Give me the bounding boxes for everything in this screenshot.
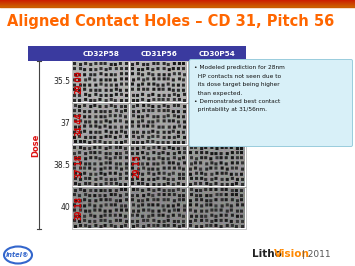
Bar: [189, 104, 245, 144]
Ellipse shape: [4, 247, 32, 264]
Bar: [72, 187, 130, 229]
Bar: [72, 46, 130, 61]
Text: 38.5: 38.5: [53, 161, 70, 171]
Text: 29.09: 29.09: [75, 70, 83, 94]
Bar: [188, 103, 246, 145]
Text: HP contacts not seen due to: HP contacts not seen due to: [194, 73, 281, 78]
Bar: [188, 145, 246, 187]
Bar: [130, 46, 188, 61]
Text: 37: 37: [60, 119, 70, 128]
FancyBboxPatch shape: [190, 60, 353, 147]
Text: Dose: Dose: [32, 133, 40, 157]
Text: 29.15: 29.15: [132, 154, 142, 178]
Bar: [189, 62, 245, 102]
Text: 39.18: 39.18: [75, 196, 83, 220]
Text: 37.18: 37.18: [75, 154, 83, 178]
Bar: [28, 46, 72, 61]
Text: | 2011: | 2011: [299, 250, 331, 259]
Bar: [130, 145, 188, 187]
Text: • Modeled prediction for 28nm: • Modeled prediction for 28nm: [194, 65, 285, 70]
Text: CD32P58: CD32P58: [83, 51, 119, 56]
Bar: [130, 187, 188, 229]
Text: CD31P56: CD31P56: [141, 51, 178, 56]
Text: Vision: Vision: [274, 249, 310, 259]
Bar: [188, 187, 246, 229]
Bar: [130, 61, 188, 103]
Bar: [72, 61, 130, 103]
Bar: [72, 103, 130, 145]
Text: Aligned Contact Holes – CD 31, Pitch 56: Aligned Contact Holes – CD 31, Pitch 56: [7, 14, 334, 29]
Text: intel®: intel®: [6, 252, 30, 258]
Text: its dose target being higher: its dose target being higher: [194, 82, 280, 87]
Text: Litho: Litho: [252, 249, 282, 259]
Text: 34.44: 34.44: [75, 112, 83, 136]
Text: 35.5: 35.5: [53, 77, 70, 86]
Text: than expected.: than expected.: [194, 90, 242, 95]
Text: printability at 31/56nm.: printability at 31/56nm.: [194, 107, 267, 113]
Bar: [188, 46, 246, 61]
Text: CD30P54: CD30P54: [199, 51, 235, 56]
Text: • Demonstrated best contact: • Demonstrated best contact: [194, 99, 280, 104]
Bar: [72, 145, 130, 187]
Bar: [188, 61, 246, 103]
Bar: [130, 103, 188, 145]
Text: 40: 40: [60, 203, 70, 213]
